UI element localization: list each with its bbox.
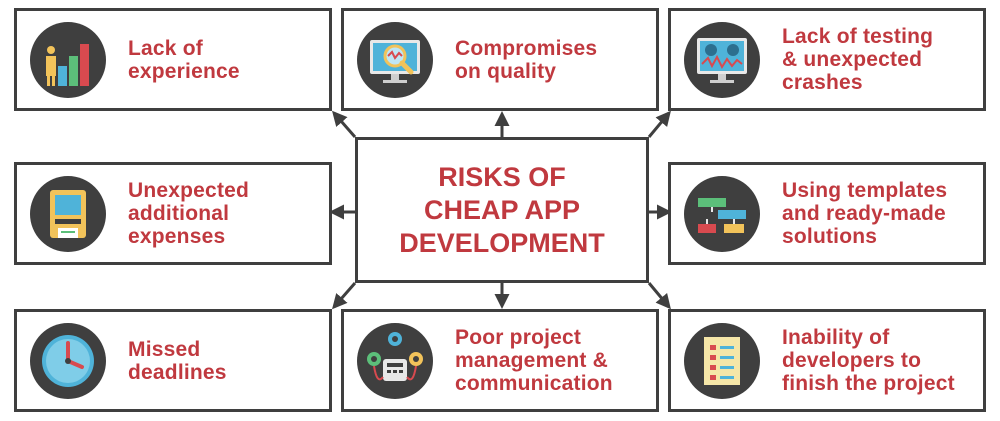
risk-box-quality: Compromises on quality <box>341 8 659 111</box>
magnifier-monitor-icon <box>357 21 433 98</box>
risk-box-testing: Lack of testing & unexpected crashes <box>668 8 986 111</box>
risk-label: Inability of developers to finish the pr… <box>782 326 955 395</box>
risk-box-templates: Using templates and ready-made solutions <box>668 162 986 265</box>
dashboard-monitor-icon <box>684 21 760 98</box>
risk-box-inability: Inability of developers to finish the pr… <box>668 309 986 412</box>
risk-label: Unexpected additional expenses <box>128 179 250 248</box>
arrow-top-left <box>332 110 357 138</box>
risk-label: Using templates and ready-made solutions <box>782 179 948 248</box>
arrow-top-right <box>647 110 671 138</box>
risk-label: Missed deadlines <box>128 337 227 384</box>
risk-box-deadlines: Missed deadlines <box>14 309 332 412</box>
center-title-box: RISKS OF CHEAP APP DEVELOPMENT <box>355 137 649 283</box>
clock-icon <box>30 322 106 399</box>
risk-box-management: Poor project management & communication <box>341 309 659 412</box>
flowchart-icon <box>684 175 760 252</box>
phone-network-icon <box>357 322 433 399</box>
risk-box-experience: Lack of experience <box>14 8 332 111</box>
risk-label: Lack of experience <box>128 36 240 83</box>
risk-label: Poor project management & communication <box>455 326 613 395</box>
arrow-bottom-left <box>332 282 357 310</box>
arrow-bottom-right <box>647 282 671 310</box>
risk-box-expenses: Unexpected additional expenses <box>14 162 332 265</box>
growth-chart-icon <box>30 21 106 98</box>
atm-machine-icon <box>30 175 106 252</box>
risk-label: Lack of testing & unexpected crashes <box>782 25 934 94</box>
risk-label: Compromises on quality <box>455 36 598 83</box>
checklist-icon <box>684 322 760 399</box>
diagram-title: RISKS OF CHEAP APP DEVELOPMENT <box>399 161 605 258</box>
